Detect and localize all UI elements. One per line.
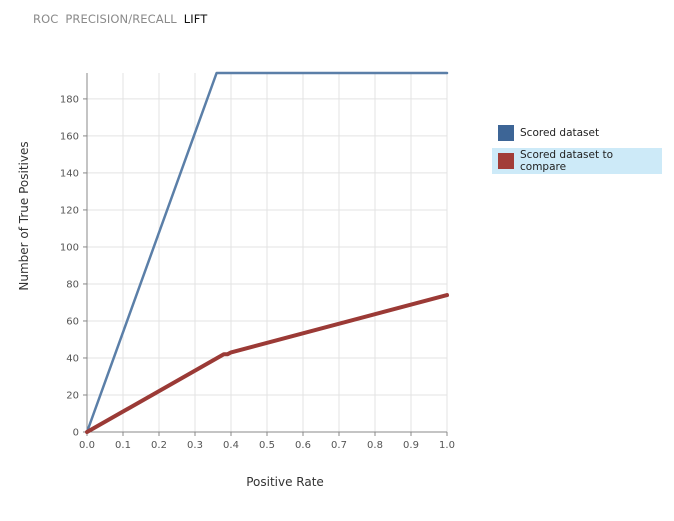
- tab-roc[interactable]: ROC: [33, 12, 59, 26]
- x-axis-label: Positive Rate: [246, 475, 324, 489]
- y-tick-label: 60: [66, 316, 79, 327]
- legend-swatch-scored-dataset: [498, 125, 514, 141]
- y-tick-label: 160: [60, 131, 79, 142]
- y-tick-label: 140: [60, 168, 79, 179]
- series-line-scored-dataset-to-compare: [85, 293, 449, 434]
- legend-swatch-scored-dataset-to-compare: [498, 153, 514, 169]
- y-tick-labels: 0 20 40 60 80 100 120 140 160 180: [60, 94, 79, 438]
- y-tick-label: 0: [73, 428, 79, 439]
- y-tick-label: 180: [60, 94, 79, 105]
- legend-label-scored-dataset-to-compare: Scored dataset to compare: [520, 149, 613, 173]
- series-lines: [85, 71, 449, 434]
- x-tick-label: 0.7: [331, 440, 347, 451]
- chart-legend: Scored dataset Scored dataset to compare: [492, 120, 662, 176]
- chart-grid: [87, 73, 448, 432]
- x-tick-label: 1.0: [439, 440, 455, 451]
- chart-axes: [83, 73, 448, 436]
- chart-type-tabs: ROC PRECISION/RECALL LIFT: [33, 12, 207, 26]
- legend-label-scored-dataset: Scored dataset: [520, 127, 600, 139]
- x-tick-label: 0.6: [295, 440, 311, 451]
- y-tick-label: 80: [66, 279, 79, 290]
- x-tick-labels: 0.0 0.1 0.2 0.3 0.4 0.5 0.6 0.7 0.8 0.9 1.0: [79, 440, 455, 451]
- x-tick-label: 0.9: [403, 440, 419, 451]
- legend-item-scored-dataset[interactable]: Scored dataset: [492, 120, 662, 146]
- x-tick-label: 0.2: [151, 440, 167, 451]
- x-tick-label: 0.4: [223, 440, 239, 451]
- series-line-scored-dataset: [85, 71, 449, 434]
- x-tick-label: 0.1: [115, 440, 131, 451]
- tab-lift[interactable]: LIFT: [183, 12, 208, 26]
- y-tick-label: 100: [60, 242, 79, 253]
- x-tick-label: 0.3: [187, 440, 203, 451]
- x-tick-label: 0.8: [367, 440, 383, 451]
- y-axis-label: Number of True Positives: [17, 141, 31, 290]
- x-tick-label: 0.5: [259, 440, 275, 451]
- y-tick-label: 20: [66, 390, 79, 401]
- x-tick-label: 0.0: [79, 440, 95, 451]
- tab-precision-recall[interactable]: PRECISION/RECALL: [65, 12, 177, 26]
- y-tick-label: 120: [60, 205, 79, 216]
- legend-item-scored-dataset-to-compare[interactable]: Scored dataset to compare: [492, 148, 662, 174]
- y-tick-label: 40: [66, 353, 79, 364]
